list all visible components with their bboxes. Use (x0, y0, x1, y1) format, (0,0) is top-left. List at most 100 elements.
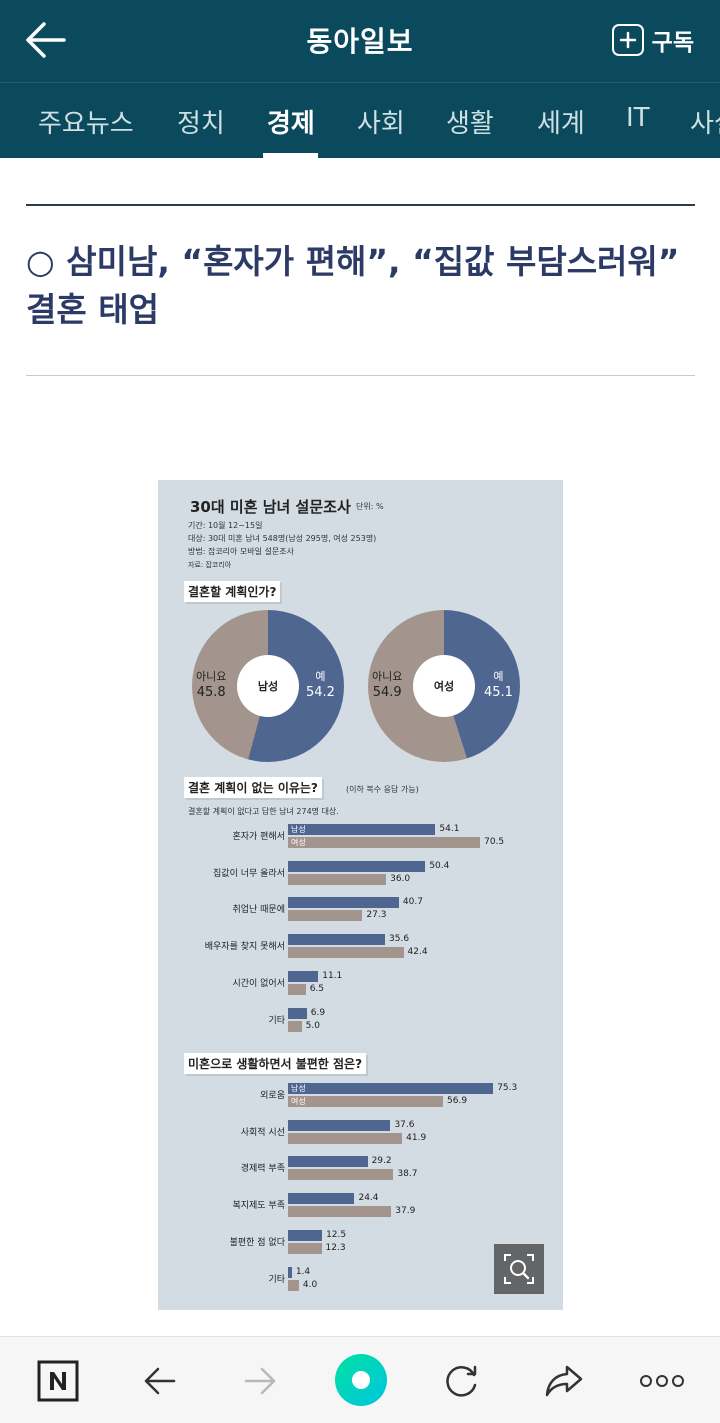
arrow-left-icon (26, 22, 66, 58)
category-label: 혼자가 편해서 (232, 832, 285, 842)
category-label: 사회적 시선 (240, 1127, 285, 1138)
bar-value-label: 12.3 (325, 1242, 346, 1253)
article-headline: ○ 삼미남, “혼자가 편해”, “집값 부담스러워” 결혼 태업 (26, 242, 680, 329)
bar-value-label: 37.6 (394, 1119, 415, 1130)
tab-economy[interactable]: 경제 (267, 109, 315, 139)
bar-female (288, 837, 481, 848)
bar-value-label: 42.4 (407, 947, 428, 958)
more-button[interactable] (636, 1355, 688, 1407)
section-title-inconvenience: 미혼으로 생활하면서 불편한 점은? (184, 1053, 367, 1074)
slice-label: 아니요 (372, 670, 403, 683)
bar-value-label: 6.9 (310, 1007, 326, 1018)
bar-male (288, 824, 436, 835)
slice-value: 45.1 (484, 685, 513, 700)
green-dot-icon (335, 1354, 387, 1406)
bar-female (288, 1132, 403, 1144)
slice-label: 예 (315, 670, 326, 683)
series-legend-label: 여성 (291, 838, 306, 847)
pie-male-center: 남성 (237, 655, 299, 717)
meta-method: 방법: 잡코리아 모바일 설문조사 (188, 547, 295, 556)
bar-value-label: 37.9 (395, 1206, 416, 1217)
tab-politics[interactable]: 정치 (177, 109, 225, 139)
bar-male (288, 1156, 368, 1168)
active-tab-indicator (263, 153, 318, 158)
bar-value-label: 54.1 (439, 824, 460, 834)
section-title-plan: 결혼할 계획인가? (184, 581, 281, 602)
bar-value-label: 12.5 (326, 1229, 347, 1240)
series-legend-label: 남성 (291, 1084, 306, 1093)
meta-target: 대상: 30대 미혼 남녀 548명(남성 295명, 여성 253명) (188, 534, 377, 543)
bar-female (288, 910, 363, 922)
refresh-button[interactable] (436, 1355, 488, 1407)
bar-female (288, 1279, 299, 1291)
bottom-navigation (0, 1336, 720, 1423)
bar-value-label: 40.7 (402, 897, 423, 908)
tab-society[interactable]: 사회 (357, 109, 405, 139)
slice-value: 54.9 (372, 685, 402, 700)
bar-male (288, 860, 426, 872)
bar-value-label: 56.9 (447, 1096, 468, 1106)
refresh-icon (446, 1365, 477, 1397)
bar-male (288, 1083, 494, 1094)
bar-male (288, 1007, 307, 1019)
meta-period: 기간: 10월 12~15일 (188, 521, 263, 530)
subscribe-label: 구독 (651, 30, 694, 56)
category-label: 기타 (268, 1274, 285, 1285)
meta-source: 자료: 잡코리아 (188, 561, 232, 569)
tab-main-news[interactable]: 주요뉴스 (38, 109, 134, 139)
bar-female (288, 1169, 394, 1181)
series-legend-label: 여성 (291, 1097, 306, 1106)
category-label: 경제력 부족 (240, 1164, 285, 1175)
slice-label: 아니요 (196, 670, 227, 683)
slice-value: 45.8 (196, 685, 226, 700)
bar-value-label: 27.3 (366, 910, 387, 921)
pie-male-no-label: 아니요 45.8 (196, 669, 226, 701)
bar-male (288, 1266, 292, 1278)
tab-editorial[interactable]: 사설 (690, 109, 720, 139)
image-zoom-button[interactable] (494, 1244, 544, 1294)
bar-male (288, 1119, 391, 1131)
bar-value-label: 35.6 (389, 934, 410, 945)
subscribe-button[interactable]: 구독 (611, 22, 694, 58)
category-tabs: 주요뉴스 정치 경제 사회 생활 세계 IT 사설 (0, 82, 720, 158)
bar-value-label: 1.4 (295, 1266, 311, 1277)
back-button[interactable] (134, 1355, 186, 1407)
arrow-left-icon (144, 1367, 176, 1395)
infographic-title: 30대 미혼 남녀 설문조사 (190, 498, 351, 516)
bar-male (288, 970, 319, 982)
arrow-right-icon (244, 1367, 276, 1395)
bar-female (288, 1096, 444, 1107)
more-dots-icon (640, 1375, 684, 1387)
tab-life[interactable]: 생활 (446, 109, 494, 139)
share-button[interactable] (538, 1355, 590, 1407)
category-label: 복지제도 부족 (232, 1201, 285, 1212)
pie-female-no-label: 아니요 54.9 (372, 669, 402, 701)
series-legend-label: 남성 (291, 825, 306, 834)
bar-male (288, 1229, 323, 1241)
bar-value-label: 4.0 (302, 1279, 318, 1290)
bar-female (288, 983, 306, 995)
green-dot-button[interactable] (334, 1353, 388, 1407)
pie-female-center: 여성 (413, 655, 475, 717)
category-label: 배우자를 찾지 못해서 (204, 942, 285, 953)
survey-infographic[interactable]: 30대 미혼 남녀 설문조사 단위: % 기간: 10월 12~15일 대상: … (158, 480, 563, 1310)
forward-button[interactable] (234, 1355, 286, 1407)
divider-top (26, 204, 695, 206)
tab-it[interactable]: IT (626, 103, 650, 133)
category-label: 시간이 없어서 (232, 978, 285, 989)
naver-home-button[interactable] (32, 1355, 84, 1407)
bar-value-label: 24.4 (358, 1193, 379, 1204)
top-app-bar: 동아일보 구독 (0, 0, 720, 82)
bar-value-label: 36.0 (390, 873, 411, 884)
zoom-search-icon (504, 1254, 534, 1284)
header-back-button[interactable] (20, 16, 72, 64)
bar-value-label: 41.9 (406, 1132, 427, 1143)
bar-male (288, 934, 385, 946)
tab-world[interactable]: 세계 (537, 109, 585, 139)
bar-value-label: 29.2 (371, 1156, 392, 1167)
bar-value-label: 38.7 (397, 1169, 418, 1180)
share-icon (545, 1365, 583, 1397)
n-logo-icon (37, 1360, 79, 1402)
pie-male-yes-label: 예 54.2 (306, 669, 335, 701)
infographic-unit: 단위: % (356, 502, 384, 511)
